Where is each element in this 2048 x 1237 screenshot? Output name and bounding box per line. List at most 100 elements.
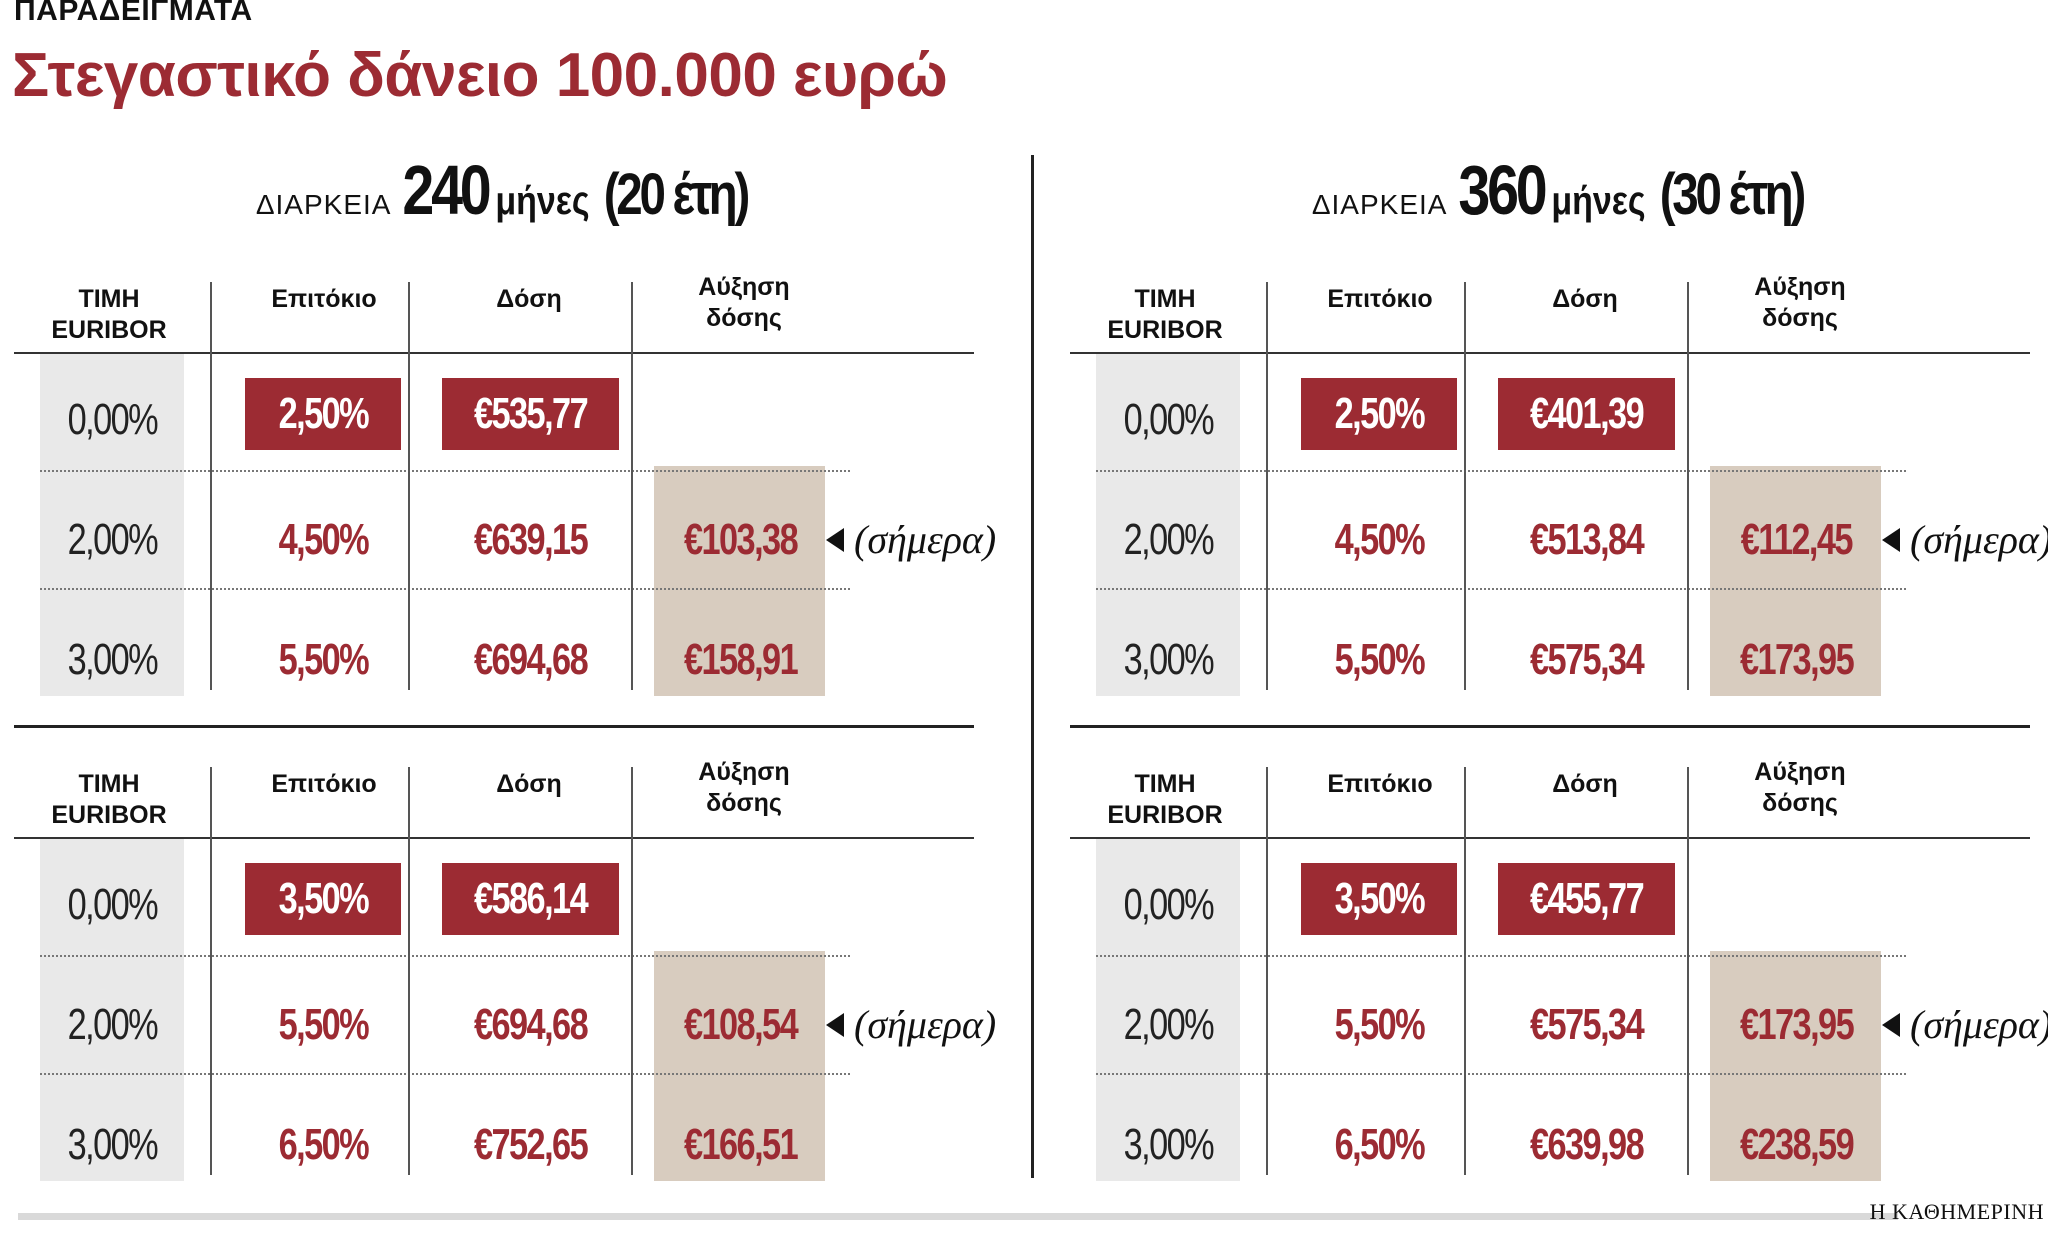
rate-cell: 5,50% bbox=[1334, 1000, 1425, 1049]
header-euribor: ΤΙΜΗ EURIBOR bbox=[1107, 770, 1223, 829]
column-rule bbox=[1687, 282, 1689, 690]
increase-cell: €166,51 bbox=[683, 1120, 799, 1169]
increase-cell: €238,59 bbox=[1739, 1120, 1855, 1169]
rate-cell: 3,50% bbox=[245, 863, 401, 935]
header-rate: Επιτόκιο bbox=[271, 285, 377, 313]
header-underline bbox=[1070, 837, 2030, 839]
increase-cell: €173,95 bbox=[1739, 635, 1855, 684]
euribor-column-bg bbox=[1096, 354, 1240, 696]
header-euribor: ΤΙΜΗ EURIBOR bbox=[51, 770, 167, 829]
years-value: (20 έτη) bbox=[604, 162, 751, 227]
header-increase: Αύξηση δόσης bbox=[698, 758, 790, 817]
row-divider bbox=[40, 1073, 850, 1075]
row-divider bbox=[1096, 470, 1906, 472]
euribor-column-bg bbox=[40, 354, 184, 696]
column-rule bbox=[1687, 767, 1689, 1175]
section-separator bbox=[14, 725, 974, 728]
installment-cell: €639,15 bbox=[473, 515, 589, 564]
page-title: Στεγαστικό δάνειο 100.000 ευρώ bbox=[12, 41, 948, 110]
row-divider bbox=[40, 955, 850, 957]
panel-heading: ΔΙΑΡΚΕΙΑ 360 μήνες (30 έτη) bbox=[1070, 150, 2048, 230]
table-block-1: ΤΙΜΗ EURIBOR Επιτόκιο Δόση Αύξηση δόσης 0,00… bbox=[1070, 270, 2048, 710]
row-divider bbox=[1096, 588, 1906, 590]
column-rule bbox=[210, 767, 212, 1175]
panel-divider bbox=[1031, 155, 1034, 1178]
today-label: (σήμερα) bbox=[1910, 517, 2048, 562]
column-rule bbox=[210, 282, 212, 690]
today-label: (σήμερα) bbox=[1910, 1002, 2048, 1047]
today-note: (σήμερα) bbox=[826, 516, 996, 563]
column-rule bbox=[408, 767, 410, 1175]
increase-cell: €108,54 bbox=[683, 1000, 799, 1049]
installment-cell: €401,39 bbox=[1498, 378, 1675, 450]
installment-cell: €639,98 bbox=[1529, 1120, 1645, 1169]
header-increase: Αύξηση δόσης bbox=[698, 273, 790, 332]
header-installment: Δόση bbox=[496, 285, 562, 313]
column-rule bbox=[631, 282, 633, 690]
column-rule bbox=[1464, 282, 1466, 690]
installment-cell: €455,77 bbox=[1498, 863, 1675, 935]
increase-column-bg bbox=[1710, 466, 1881, 696]
increase-cell: €112,45 bbox=[1740, 515, 1853, 564]
months-word: μήνες bbox=[1551, 179, 1647, 223]
duration-label: ΔΙΑΡΚΕΙΑ bbox=[1311, 189, 1455, 220]
installment-cell: €535,77 bbox=[442, 378, 619, 450]
installment-cell: €575,34 bbox=[1529, 1000, 1645, 1049]
today-label: (σήμερα) bbox=[854, 1002, 997, 1047]
arrow-left-icon bbox=[826, 527, 844, 552]
brand-label: Η ΚΑΘΗΜΕΡΙΝΗ bbox=[1869, 1199, 2044, 1224]
euribor-cell: 2,00% bbox=[1123, 1000, 1214, 1049]
row-divider bbox=[40, 470, 850, 472]
arrow-left-icon bbox=[826, 1012, 844, 1037]
header-increase: Αύξηση δόσης bbox=[1754, 273, 1846, 332]
euribor-column-bg bbox=[40, 839, 184, 1181]
euribor-cell: 0,00% bbox=[67, 880, 158, 929]
months-value: 240 bbox=[402, 151, 491, 229]
increase-column-bg bbox=[1710, 951, 1881, 1181]
header-installment: Δόση bbox=[1552, 770, 1618, 798]
section-separator bbox=[1070, 725, 2030, 728]
installment-cell: €575,34 bbox=[1529, 635, 1645, 684]
months-word: μήνες bbox=[495, 179, 591, 223]
arrow-left-icon bbox=[1882, 527, 1900, 552]
today-note: (σήμερα) bbox=[1882, 1001, 2048, 1048]
increase-cell: €158,91 bbox=[683, 635, 799, 684]
table-block-2: ΤΙΜΗ EURIBOR Επιτόκιο Δόση Αύξηση δόσης 0,00… bbox=[1070, 755, 2048, 1195]
rate-cell: 5,50% bbox=[278, 1000, 369, 1049]
months-value: 360 bbox=[1458, 151, 1547, 229]
panel-heading: ΔΙΑΡΚΕΙΑ 240 μήνες (20 έτη) bbox=[14, 150, 999, 230]
header-euribor: ΤΙΜΗ EURIBOR bbox=[1107, 285, 1223, 344]
euribor-column-bg bbox=[1096, 839, 1240, 1181]
installment-cell: €694,68 bbox=[473, 635, 589, 684]
row-divider bbox=[1096, 955, 1906, 957]
years-value: (30 έτη) bbox=[1660, 162, 1807, 227]
euribor-cell: 0,00% bbox=[67, 395, 158, 444]
increase-column-bg bbox=[654, 951, 825, 1181]
panel-360-months: ΔΙΑΡΚΕΙΑ 360 μήνες (30 έτη) ΤΙΜΗ EURIBOR Ε… bbox=[1070, 150, 2048, 1181]
kicker: ΠΑΡΑΔΕΙΓΜΑΤΑ bbox=[14, 0, 253, 27]
euribor-cell: 2,00% bbox=[67, 1000, 158, 1049]
rate-cell: 5,50% bbox=[278, 635, 369, 684]
header-rate: Επιτόκιο bbox=[1327, 770, 1433, 798]
rate-cell: 4,50% bbox=[1334, 515, 1425, 564]
rate-cell: 3,50% bbox=[1301, 863, 1457, 935]
installment-cell: €694,68 bbox=[473, 1000, 589, 1049]
increase-column-bg bbox=[654, 466, 825, 696]
rate-cell: 5,50% bbox=[1334, 635, 1425, 684]
header-rate: Επιτόκιο bbox=[1327, 285, 1433, 313]
column-rule bbox=[1266, 282, 1268, 690]
euribor-cell: 0,00% bbox=[1123, 880, 1214, 929]
euribor-cell: 0,00% bbox=[1123, 395, 1214, 444]
installment-cell: €586,14 bbox=[442, 863, 619, 935]
panel-240-months: ΔΙΑΡΚΕΙΑ 240 μήνες (20 έτη) ΤΙΜΗ EURIBOR Ε… bbox=[14, 150, 999, 1181]
header-rate: Επιτόκιο bbox=[271, 770, 377, 798]
arrow-left-icon bbox=[1882, 1012, 1900, 1037]
table-block-2: ΤΙΜΗ EURIBOR Επιτόκιο Δόση Αύξηση δόσης 0,00… bbox=[14, 755, 999, 1195]
increase-cell: €103,38 bbox=[683, 515, 799, 564]
column-rule bbox=[408, 282, 410, 690]
header-underline bbox=[14, 837, 974, 839]
header-underline bbox=[1070, 352, 2030, 354]
euribor-cell: 3,00% bbox=[67, 635, 158, 684]
today-note: (σήμερα) bbox=[826, 1001, 996, 1048]
row-divider bbox=[40, 588, 850, 590]
